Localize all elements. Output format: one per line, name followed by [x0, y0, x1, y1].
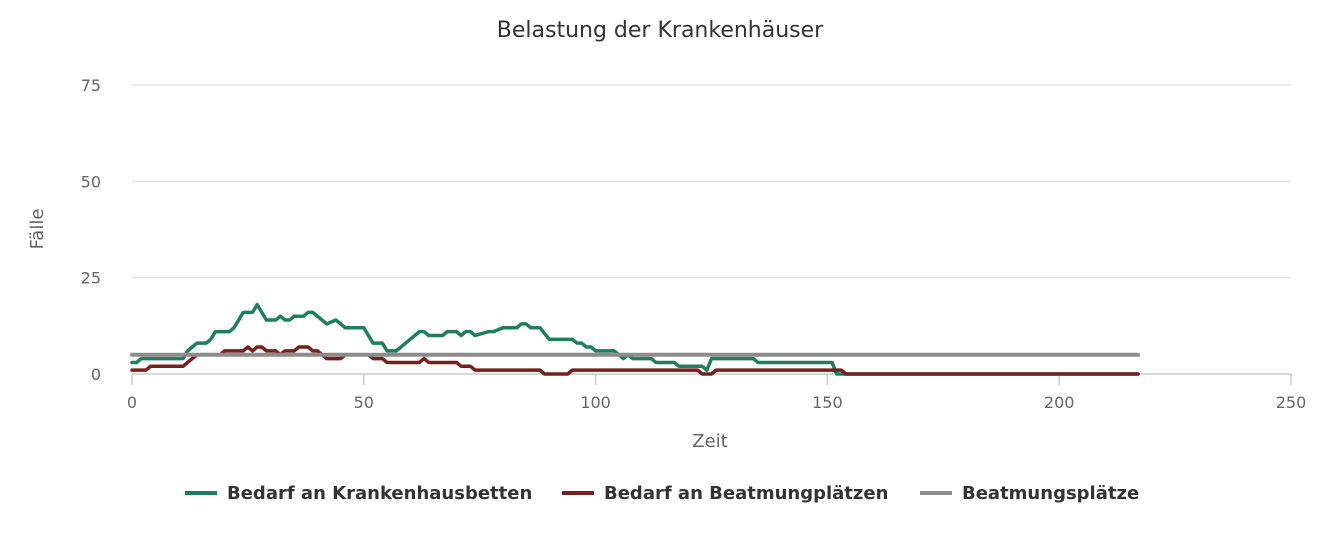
y-tick-label: 75: [81, 76, 101, 95]
legend-item[interactable]: Beatmungsplätze: [920, 483, 1139, 504]
series-lines: [130, 302, 1141, 376]
legend-item[interactable]: Bedarf an Krankenhausbetten: [185, 483, 532, 504]
y-tick-label: 25: [81, 269, 101, 288]
y-tick-label: 0: [91, 365, 101, 384]
chart-title: Belastung der Krankenhäuser: [497, 18, 824, 43]
x-tick-label: 100: [580, 393, 611, 412]
legend-label: Beatmungsplätze: [962, 483, 1139, 504]
series-line-1[interactable]: [130, 302, 1140, 376]
grid-lines: [132, 84, 1291, 279]
y-axis-ticks: 0 25 50 75: [81, 76, 101, 384]
legend-label: Bedarf an Krankenhausbetten: [227, 483, 532, 504]
y-axis-title: Fälle: [27, 209, 48, 250]
legend: Bedarf an Krankenhausbetten Bedarf an Bea…: [185, 483, 1139, 504]
x-tick-label: 50: [354, 393, 374, 412]
x-tick-label: 200: [1044, 393, 1075, 412]
x-tick-label: 250: [1276, 393, 1307, 412]
x-axis: 0 50 100 150 200 250: [127, 373, 1307, 412]
x-tick-label: 150: [812, 393, 843, 412]
x-tick-label: 0: [127, 393, 137, 412]
legend-item[interactable]: Bedarf an Beatmungplätzen: [562, 483, 888, 504]
legend-label: Bedarf an Beatmungplätzen: [604, 483, 888, 504]
series-line-2[interactable]: [130, 345, 1140, 376]
y-tick-label: 50: [81, 172, 101, 191]
x-axis-title: Zeit: [692, 431, 727, 452]
